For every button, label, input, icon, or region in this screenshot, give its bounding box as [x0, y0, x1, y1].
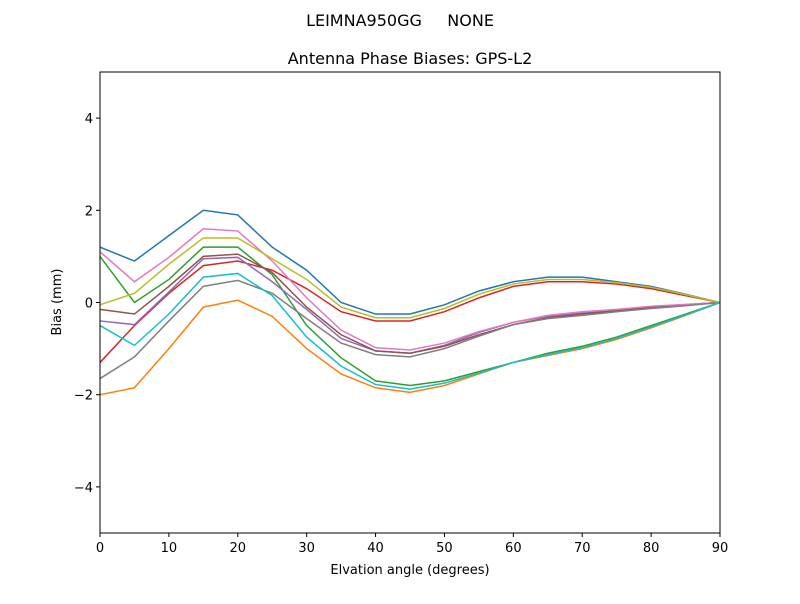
chart-title: Antenna Phase Biases: GPS-L2 [288, 49, 533, 68]
x-tick-label: 40 [367, 541, 384, 556]
x-tick-label: 70 [574, 541, 591, 556]
y-axis-label: Bias (mm) [50, 269, 65, 336]
line [99, 272, 721, 390]
y-tick-label: 2 [85, 204, 93, 219]
x-tick-label: 20 [230, 541, 247, 556]
line [99, 227, 721, 351]
y-tick-label: 0 [85, 297, 93, 312]
x-tick-label: 80 [643, 541, 660, 556]
line [99, 279, 721, 380]
x-tick-label: 50 [436, 541, 453, 556]
line [99, 237, 721, 319]
y-tick-label: −4 [74, 481, 93, 496]
x-tick-label: 60 [505, 541, 522, 556]
line [99, 253, 721, 354]
line [99, 260, 721, 363]
x-tick-label: 10 [161, 541, 178, 556]
line [99, 256, 721, 354]
x-tick-label: 0 [96, 541, 104, 556]
plot-frame [99, 71, 721, 534]
x-axis-label: Elvation angle (degrees) [330, 563, 489, 578]
x-tick-label: 30 [298, 541, 315, 556]
line [99, 299, 721, 396]
y-tick-label: −2 [74, 389, 93, 404]
x-tick-label: 90 [712, 541, 729, 556]
suptitle: LEIMNA950GG NONE [306, 11, 494, 30]
line [99, 209, 721, 315]
y-tick-label: 4 [85, 112, 93, 127]
line [99, 246, 721, 387]
